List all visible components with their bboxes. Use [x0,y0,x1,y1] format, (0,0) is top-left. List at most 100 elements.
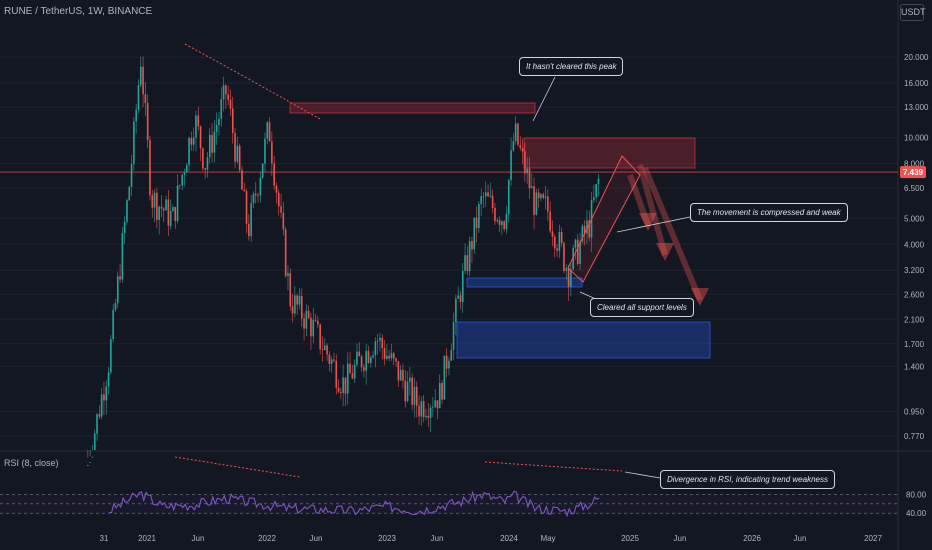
candle-body [595,183,597,198]
candle-body [381,337,384,349]
candle-body [162,208,165,211]
candle-body [208,134,211,158]
time-tick-label-3: 2022 [258,534,276,543]
candle-body [588,220,591,238]
candle-body [303,318,305,329]
candle-body [144,94,147,103]
trendline-2 [244,76,323,121]
candle-body [583,225,586,234]
candle-body [556,248,558,251]
candle-body [238,145,241,171]
candle-body [248,223,250,237]
candle-body [501,221,503,226]
candle-body [443,355,446,400]
candle-body [225,85,227,95]
price-tick-label-0: 20.000 [904,53,929,62]
candle-body [213,131,216,153]
support-zone-upper [466,277,583,288]
candle-body [236,145,239,162]
candle-body [448,360,450,369]
candle-body [434,400,436,407]
candle-body [374,341,377,356]
time-tick-label-9: 2025 [621,534,639,543]
candle-body [121,233,124,280]
candle-body [181,174,183,186]
candle-body [252,193,255,204]
candle-body [222,85,225,100]
candle-body [333,359,335,361]
time-tick-label-12: Jun [794,534,807,543]
candle-body [291,306,294,314]
price-tick-label-4: 8.000 [904,160,925,169]
projection-arrow-head-1 [691,288,709,306]
candle-body [160,206,163,209]
candle-body [243,189,246,192]
candle-body [549,211,551,232]
candle-body [478,204,480,229]
candle-body [91,456,94,458]
rsi-tick-label-0: 80.00 [906,490,927,499]
candle-body [383,348,386,359]
candle-body [386,355,388,359]
candle-body [512,141,515,151]
candle-body [537,192,540,199]
candle-body [271,141,273,164]
candle-body [519,144,522,148]
candle-body [146,102,149,141]
rsi-band [0,494,898,514]
candle-body [98,414,101,417]
candle-body [349,363,351,374]
candle-body [452,322,455,351]
candle-body [241,170,243,190]
candle-body [425,415,427,417]
candles-group [87,56,600,466]
time-tick-label-5: 2023 [378,534,396,543]
projection-arrow-shaft-1 [642,166,703,302]
rising-wedge [567,155,641,283]
price-tick-label-9: 2.600 [904,290,925,299]
candle-body [116,276,119,304]
candle-body [179,185,181,187]
candle-body [399,369,402,381]
candle-body [105,386,108,401]
candle-body [172,207,174,212]
candle-body [220,99,223,119]
candle-body [176,185,179,222]
candle-body [404,380,407,402]
callout-line-divergence [624,471,661,479]
time-tick-label-4: Jun [310,534,323,543]
candle-body [491,195,494,208]
candle-body [139,66,142,86]
projection-arrow-head-2 [639,213,657,231]
candle-body [533,186,535,215]
candle-body [560,232,563,243]
candle-body [346,363,349,394]
price-tick-label-7: 4.000 [904,240,925,249]
candle-body [96,414,98,434]
candle-body [567,268,570,287]
candle-body [197,115,200,127]
candle-body [574,239,577,248]
candle-body [468,241,471,272]
candle-body [365,350,367,371]
candle-body [436,400,439,409]
candle-body [570,269,572,287]
candle-body [266,122,269,139]
candle-body [100,394,103,417]
candle-body [275,185,278,193]
candle-body [406,381,409,402]
candle-body [402,369,404,381]
candle-body [142,66,144,95]
candle-body [259,177,262,196]
candle-body [565,268,568,271]
candle-body [551,231,554,237]
currency-badge[interactable]: USDT [900,4,926,21]
candle-body [441,382,443,400]
candle-body [432,406,434,408]
candle-body [149,140,151,196]
candle-body [415,386,418,406]
candle-body [498,220,501,226]
candle-body [298,295,301,305]
candle-body [547,196,549,212]
